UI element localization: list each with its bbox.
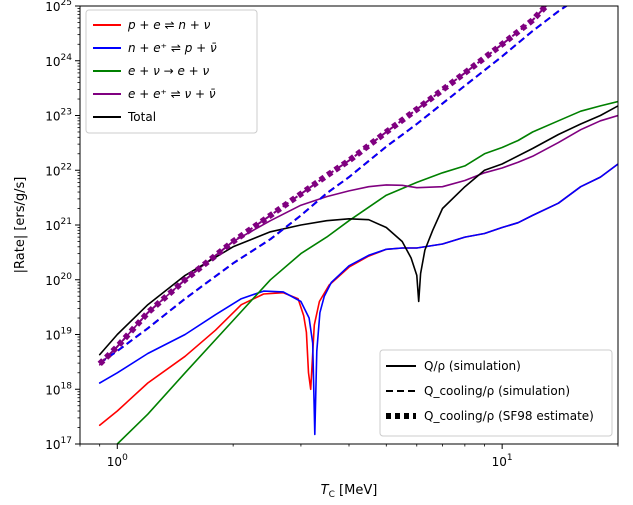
x-tick-label: 101	[492, 453, 513, 469]
series-line-solid-1	[98, 163, 618, 436]
y-tick-label: 1021	[45, 217, 72, 233]
x-axis-label: TC [MeV]	[321, 483, 378, 500]
y-axis-label: |Rate| [ers/g/s]	[13, 177, 28, 274]
legend-label: Total	[127, 110, 156, 124]
legend-box	[85, 9, 258, 134]
legend-label: Q_cooling/ρ (simulation)	[424, 384, 570, 398]
y-tick-label: 1024	[45, 53, 72, 69]
y-tick-label: 1022	[45, 162, 72, 178]
y-tick-label: 1017	[45, 436, 72, 452]
axes: 1017 1018 1019 1020 1021 1022 1023 1024 1025 100 1…	[45, 0, 619, 469]
y-tick-label: 1020	[45, 272, 72, 288]
x-tick-label: 100	[107, 453, 128, 469]
series-line-solid-4	[98, 105, 618, 356]
legend-label: Q/ρ (simulation)	[424, 359, 521, 373]
series-layer	[97, 6, 618, 444]
legend-label: p + e ⇌ n + ν	[127, 18, 211, 32]
y-tick-label: 1019	[45, 327, 72, 343]
legend-box	[379, 349, 613, 437]
legend-label: e + e⁺ ⇌ ν + ν̄	[128, 87, 216, 101]
y-tick-label: 1025	[45, 0, 72, 14]
legend-label: n + e⁺ ⇌ p + ν̄	[128, 41, 217, 55]
legend-label: Q_cooling/ρ (SF98 estimate)	[424, 409, 594, 423]
y-tick-label: 1023	[45, 108, 72, 124]
series-line-dashed-6	[99, 6, 569, 364]
legend-line-styles: Q/ρ (simulation) Q_cooling/ρ (simulation)…	[379, 349, 613, 437]
legend-label: e + ν → e + ν	[128, 64, 210, 78]
legend-processes: p + e ⇌ n + ν n + e⁺ ⇌ p + ν̄ e + ν → e + …	[85, 9, 258, 134]
series-line-dotted-8	[97, 6, 549, 367]
legends: p + e ⇌ n + ν n + e⁺ ⇌ p + ν̄ e + ν → e + …	[85, 9, 613, 437]
y-tick-label: 1018	[45, 381, 72, 397]
series-line-solid-2	[116, 100, 618, 444]
